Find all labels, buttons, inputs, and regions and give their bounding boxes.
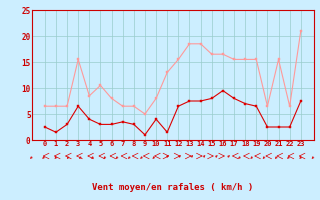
Text: Vent moyen/en rafales ( km/h ): Vent moyen/en rafales ( km/h ) bbox=[92, 183, 253, 192]
